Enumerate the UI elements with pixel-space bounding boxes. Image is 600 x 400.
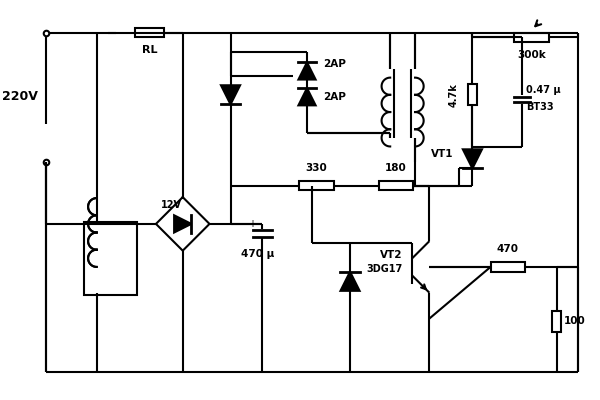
Bar — [514, 33, 549, 42]
Text: 12V: 12V — [161, 200, 182, 210]
Bar — [379, 181, 413, 190]
Text: 300k: 300k — [517, 50, 546, 60]
Text: +: + — [248, 219, 257, 229]
Bar — [299, 181, 334, 190]
Text: 2AP: 2AP — [323, 59, 346, 69]
Polygon shape — [340, 272, 359, 291]
Text: 180: 180 — [385, 163, 407, 173]
Bar — [135, 28, 164, 38]
Bar — [552, 311, 562, 332]
Polygon shape — [298, 88, 316, 105]
Text: 220V: 220V — [2, 90, 38, 103]
Polygon shape — [463, 149, 482, 168]
Text: 0.47 μ: 0.47 μ — [526, 85, 560, 95]
Polygon shape — [298, 62, 316, 80]
Text: 4.7k: 4.7k — [449, 83, 459, 107]
Text: 470: 470 — [497, 244, 519, 254]
Text: BT33: BT33 — [526, 102, 554, 112]
Bar — [467, 84, 477, 105]
Bar — [84, 222, 137, 295]
Polygon shape — [174, 215, 191, 232]
Text: 470 μ: 470 μ — [241, 249, 274, 259]
Bar — [491, 262, 525, 272]
Text: VT1: VT1 — [431, 149, 453, 159]
Text: 330: 330 — [306, 163, 328, 173]
Text: 2AP: 2AP — [323, 92, 346, 102]
Polygon shape — [221, 85, 240, 104]
Text: 3DG17: 3DG17 — [367, 264, 403, 274]
Text: RL: RL — [142, 45, 157, 55]
Text: VT2: VT2 — [380, 250, 403, 260]
Text: 100: 100 — [564, 316, 586, 326]
